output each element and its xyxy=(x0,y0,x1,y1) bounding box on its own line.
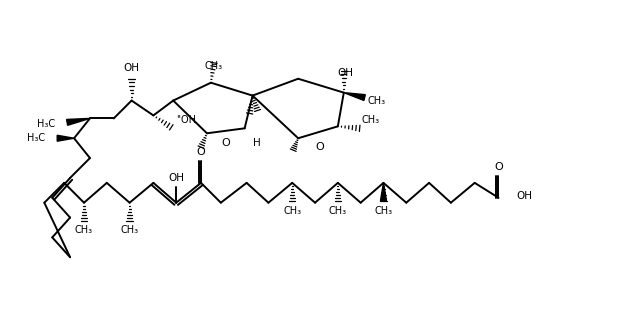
Text: OH: OH xyxy=(168,173,184,183)
Text: ''OH: ''OH xyxy=(176,116,196,126)
Text: H₃C: H₃C xyxy=(27,133,45,143)
Text: H₃C: H₃C xyxy=(37,119,55,129)
Text: CH₃: CH₃ xyxy=(367,96,386,106)
Text: CH₃: CH₃ xyxy=(362,116,380,126)
Text: H: H xyxy=(253,138,260,148)
Text: CH₃: CH₃ xyxy=(205,61,223,71)
Text: O: O xyxy=(494,162,503,172)
Text: CH₃: CH₃ xyxy=(283,206,301,216)
Polygon shape xyxy=(344,93,365,101)
Text: CH₃: CH₃ xyxy=(329,206,347,216)
Text: OH: OH xyxy=(338,68,354,78)
Text: OH: OH xyxy=(516,191,532,201)
Text: O: O xyxy=(221,138,230,148)
Text: OH: OH xyxy=(124,63,140,73)
Polygon shape xyxy=(67,119,90,125)
Text: CH₃: CH₃ xyxy=(374,206,392,216)
Text: CH₃: CH₃ xyxy=(120,225,139,235)
Text: O: O xyxy=(196,147,205,157)
Text: O: O xyxy=(316,142,324,152)
Polygon shape xyxy=(381,183,387,201)
Text: CH₃: CH₃ xyxy=(75,225,93,235)
Polygon shape xyxy=(57,135,74,141)
